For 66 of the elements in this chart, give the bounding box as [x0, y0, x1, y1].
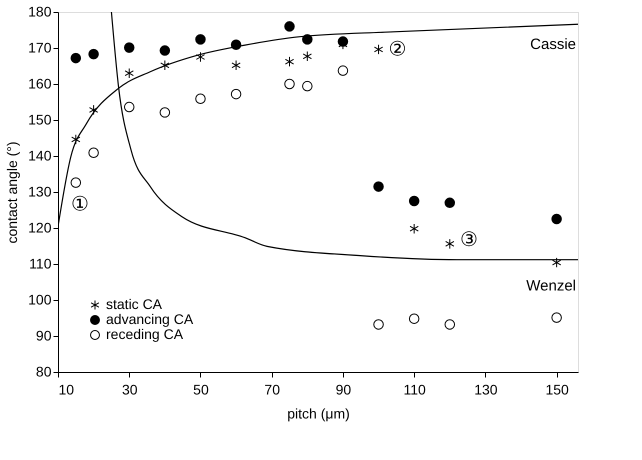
- point: [373, 181, 384, 192]
- y-tick-label: 80: [36, 364, 52, 380]
- annotation: ①: [70, 194, 89, 216]
- annotation: Wenzel: [526, 278, 576, 295]
- x-tick-label: 10: [58, 382, 74, 398]
- y-tick-label: 90: [36, 328, 52, 344]
- point: [408, 313, 420, 324]
- annotation: ③: [460, 228, 478, 251]
- point: [88, 104, 98, 116]
- point: [70, 52, 82, 64]
- point: [124, 102, 134, 112]
- point: [374, 44, 384, 55]
- point: [124, 42, 134, 53]
- point: [195, 34, 206, 45]
- y-tick-label: 150: [28, 112, 52, 128]
- point: [444, 319, 456, 330]
- point: [71, 134, 80, 145]
- point: [160, 107, 170, 118]
- point: [302, 51, 312, 62]
- point: [551, 214, 562, 224]
- x-tick-label: 130: [474, 382, 498, 398]
- point: [551, 312, 562, 323]
- point: [410, 223, 419, 234]
- x-tick-label: 70: [264, 382, 280, 398]
- y-tick-label: 140: [28, 148, 52, 164]
- point: [160, 60, 170, 71]
- y-tick-label: 110: [29, 256, 52, 272]
- point: [302, 80, 313, 92]
- legend-label: advancing CA: [106, 311, 194, 327]
- annotation: ②: [388, 38, 407, 60]
- legend-label: receding CA: [106, 326, 184, 342]
- point: [124, 68, 134, 78]
- x-axis-title: pitch (μm): [287, 406, 350, 422]
- y-tick-label: 120: [28, 220, 52, 236]
- point: [338, 65, 348, 76]
- point: [70, 177, 82, 188]
- point: [408, 196, 420, 206]
- point: [302, 34, 313, 45]
- point: [88, 148, 99, 158]
- point: [231, 60, 241, 71]
- y-tick-label: 130: [28, 184, 52, 200]
- y-axis-title: contact angle (°): [4, 141, 20, 244]
- point: [284, 21, 295, 32]
- point: [373, 319, 384, 330]
- point: [195, 94, 206, 104]
- annotation: Cassie: [530, 36, 576, 54]
- legend-label: static CA: [106, 296, 163, 312]
- point: [160, 45, 170, 56]
- y-tick-label: 100: [28, 292, 52, 308]
- x-tick-label: 110: [404, 382, 426, 398]
- point: [445, 238, 454, 250]
- point: [284, 56, 294, 67]
- point: [88, 48, 99, 60]
- y-tick-label: 160: [28, 76, 52, 92]
- point: [552, 257, 562, 268]
- point: [230, 88, 242, 100]
- point: [196, 52, 206, 62]
- point: [230, 40, 242, 50]
- x-tick-label: 90: [336, 382, 352, 398]
- x-tick-label: 50: [193, 382, 209, 398]
- x-tick-label: 150: [545, 382, 570, 398]
- x-tick-label: 30: [122, 382, 138, 398]
- y-tick-label: 180: [28, 4, 52, 20]
- point: [444, 198, 456, 208]
- point: [284, 78, 295, 90]
- y-tick-label: 170: [28, 40, 52, 56]
